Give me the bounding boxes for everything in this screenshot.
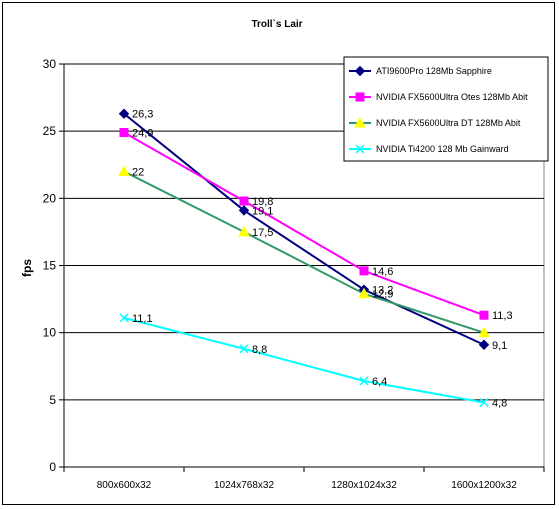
- x-tick-label: 1024x768x32: [214, 480, 274, 491]
- data-label: 19,8: [252, 196, 273, 208]
- data-label: 8,8: [252, 344, 267, 356]
- series-line: [123, 131, 485, 317]
- data-point: [359, 376, 369, 386]
- y-tick-label: 0: [49, 460, 56, 474]
- y-tick-label: 20: [43, 191, 57, 205]
- y-tick-label: 30: [43, 57, 57, 71]
- x-tick-label: 1280x1024x32: [331, 480, 397, 491]
- data-point: [358, 287, 370, 299]
- data-label: 17,5: [252, 227, 273, 239]
- data-label: 9,1: [492, 340, 507, 352]
- data-label: 6,4: [372, 376, 387, 388]
- data-point: [478, 326, 490, 338]
- legend-label: NVIDIA FX5600Ultra DT 128Mb Abit: [376, 118, 521, 128]
- data-point-stroke: [119, 313, 129, 323]
- data-point: [354, 116, 366, 128]
- data-point: [238, 205, 250, 216]
- legend-box: [343, 56, 549, 162]
- data-point: [119, 128, 129, 138]
- data-label: 11,3: [492, 310, 513, 322]
- legend-label: NVIDIA Ti4200 128 Mb Gainward: [376, 144, 509, 154]
- data-point: [478, 339, 490, 350]
- data-point-stroke: [359, 376, 369, 386]
- y-tick-label: 10: [43, 326, 57, 340]
- legend-item: NVIDIA Ti4200 128 Mb Gainward: [349, 144, 509, 154]
- data-label: 4,8: [492, 398, 507, 410]
- data-label: 12,9: [372, 289, 393, 301]
- series-line: [123, 316, 485, 404]
- data-point: [239, 344, 249, 354]
- chart-title: Troll`s Lair: [251, 19, 302, 30]
- data-point: [118, 165, 130, 176]
- y-tick-label: 25: [43, 124, 57, 138]
- data-point: [354, 65, 366, 77]
- legend-label: ATI9600Pro 128Mb Sapphire: [376, 66, 492, 76]
- data-point: [238, 225, 250, 237]
- legend-item: ATI9600Pro 128Mb Sapphire: [349, 65, 492, 77]
- y-tick-label: 15: [43, 259, 57, 273]
- data-point-stroke: [239, 344, 249, 354]
- data-point: [118, 108, 130, 119]
- data-point: [355, 92, 365, 102]
- data-label: 11,1: [132, 313, 153, 325]
- legend-item: NVIDIA FX5600Ultra Otes 128Mb Abit: [349, 92, 528, 102]
- series-line: [123, 170, 485, 334]
- data-point: [479, 397, 489, 408]
- data-point-stroke: [479, 397, 489, 408]
- data-point: [359, 266, 369, 276]
- series-line: [123, 112, 485, 346]
- legend-label: NVIDIA FX5600Ultra Otes 128Mb Abit: [376, 92, 528, 102]
- x-tick-label: 1600x1200x32: [451, 480, 517, 491]
- data-point: [239, 196, 249, 206]
- data-point: [479, 310, 489, 320]
- data-point: [119, 313, 129, 323]
- data-point: [355, 144, 365, 154]
- legend-item: NVIDIA FX5600Ultra DT 128Mb Abit: [349, 116, 521, 128]
- x-tick-label: 800x600x32: [97, 480, 152, 491]
- data-label: 22: [132, 166, 144, 178]
- y-tick-label: 5: [49, 393, 56, 407]
- data-label: 24,9: [132, 128, 153, 140]
- data-label: 13,2: [372, 285, 393, 297]
- y-axis-label: fps: [20, 259, 34, 277]
- data-label: 14,6: [372, 266, 393, 278]
- data-label: 26,3: [132, 109, 153, 121]
- data-label: 19,1: [252, 205, 273, 217]
- data-point-stroke: [355, 144, 365, 154]
